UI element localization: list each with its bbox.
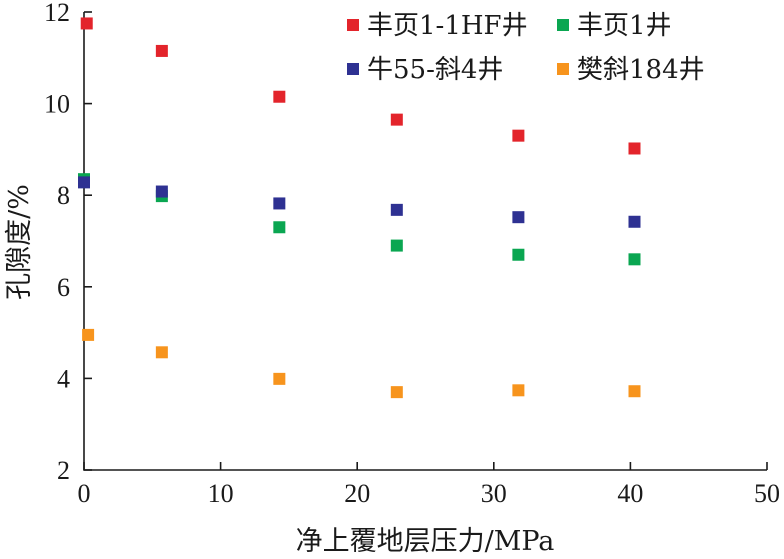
data-point — [273, 372, 286, 385]
series-0 — [80, 17, 641, 155]
legend-item: 丰页1井 — [557, 11, 672, 41]
data-points — [78, 17, 641, 399]
x-axis-label: 净上覆地层压力/MPa — [296, 526, 555, 557]
data-point — [628, 385, 641, 398]
data-point — [512, 211, 525, 224]
legend-item: 樊斜184井 — [557, 55, 705, 85]
data-point — [155, 346, 168, 359]
x-tick-label: 10 — [208, 479, 234, 508]
legend-label: 牛55-斜4井 — [367, 55, 503, 85]
legend-item: 丰页1-1HF井 — [347, 11, 528, 41]
data-point — [512, 384, 525, 397]
y-axis-label: 孔隙度/% — [4, 184, 35, 300]
axes: 2 4 6 8 10 12 0 10 20 30 40 50 — [44, 0, 780, 508]
data-point — [390, 386, 403, 399]
x-tick-label: 30 — [481, 479, 507, 508]
data-point — [155, 44, 168, 57]
data-point — [273, 197, 286, 210]
data-point — [512, 248, 525, 261]
y-tick-label: 2 — [57, 456, 70, 485]
y-tick-label: 8 — [57, 181, 70, 210]
legend-marker — [347, 19, 359, 31]
x-tick-label: 20 — [344, 479, 370, 508]
data-point — [390, 239, 403, 252]
series-2 — [78, 176, 641, 228]
data-point — [512, 129, 525, 142]
data-point — [390, 113, 403, 126]
y-tick-label: 6 — [57, 273, 70, 302]
data-point — [155, 185, 168, 198]
y-tick-label: 10 — [44, 90, 70, 119]
data-point — [273, 221, 286, 234]
legend-marker — [557, 19, 569, 31]
data-point — [628, 215, 641, 228]
data-point — [628, 253, 641, 266]
y-tick-label: 12 — [44, 0, 70, 27]
data-point — [628, 142, 641, 155]
data-point — [78, 176, 90, 189]
data-point — [80, 17, 93, 30]
legend-label: 丰页1-1HF井 — [367, 11, 528, 41]
x-tick-label: 0 — [78, 479, 91, 508]
legend-label: 丰页1井 — [577, 11, 672, 41]
x-tick-label: 50 — [754, 479, 780, 508]
legend-item: 牛55-斜4井 — [347, 55, 503, 85]
x-tick-label: 40 — [617, 479, 643, 508]
series-3 — [82, 328, 641, 399]
legend-label: 樊斜184井 — [577, 55, 705, 85]
data-point — [82, 328, 95, 341]
data-point — [273, 90, 286, 103]
data-point — [390, 203, 403, 216]
y-tick-label: 4 — [57, 364, 70, 393]
legend-marker — [557, 63, 569, 75]
legend-marker — [347, 63, 359, 75]
